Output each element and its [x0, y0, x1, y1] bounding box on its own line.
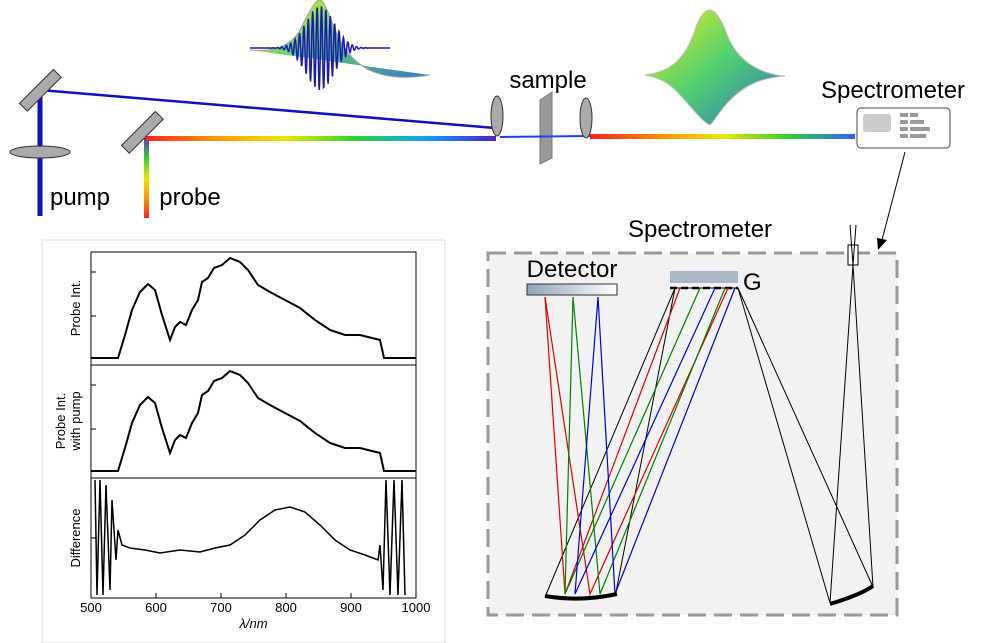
focus-beam [500, 136, 590, 137]
device-screen [863, 114, 891, 132]
lens [491, 96, 503, 136]
arrow-head [877, 238, 887, 250]
grating [670, 271, 738, 283]
probe-label: probe [159, 184, 220, 211]
lens [580, 98, 592, 138]
pump-label: pump [50, 184, 110, 211]
pump-lens [10, 146, 70, 158]
y-axis-label: Probe Int. [53, 393, 68, 449]
spectrometer-label: Spectrometer [821, 77, 965, 104]
detector-label: Detector [527, 256, 618, 283]
y-axis-label: Difference [68, 508, 83, 567]
output-beam [590, 134, 855, 139]
arrow [882, 152, 905, 240]
figure: pump probe sample Spectrometer Spectrome… [0, 0, 988, 643]
grating-label: G [743, 269, 762, 296]
plots: 500 600 700 800 900 1000 λ/nm Probe Int. Probe I… [42, 240, 445, 643]
x-tick-label: 600 [145, 600, 167, 615]
y-axis-label: with pump [68, 391, 83, 451]
x-axis-label: λ/nm [238, 616, 267, 631]
probe-mirror [121, 111, 163, 153]
x-tick-label: 500 [80, 600, 102, 615]
box-title: Spectrometer [628, 216, 772, 243]
sample-label: sample [509, 67, 586, 94]
output-pulse [645, 10, 785, 125]
pump-beam [40, 90, 495, 128]
detector [527, 284, 617, 295]
box [488, 253, 897, 615]
sample-plate [540, 92, 552, 164]
setup: pump probe sample Spectrometer [10, 0, 965, 250]
spectrometer-box: Spectrometer Detector G [488, 216, 897, 615]
x-tick-label: 800 [275, 600, 297, 615]
x-tick-label: 700 [210, 600, 232, 615]
x-tick-label: 1000 [402, 600, 431, 615]
probe-beam [144, 138, 149, 218]
x-tick-label: 900 [340, 600, 362, 615]
y-axis-label: Probe Int. [68, 280, 83, 336]
probe-beam [146, 136, 496, 141]
